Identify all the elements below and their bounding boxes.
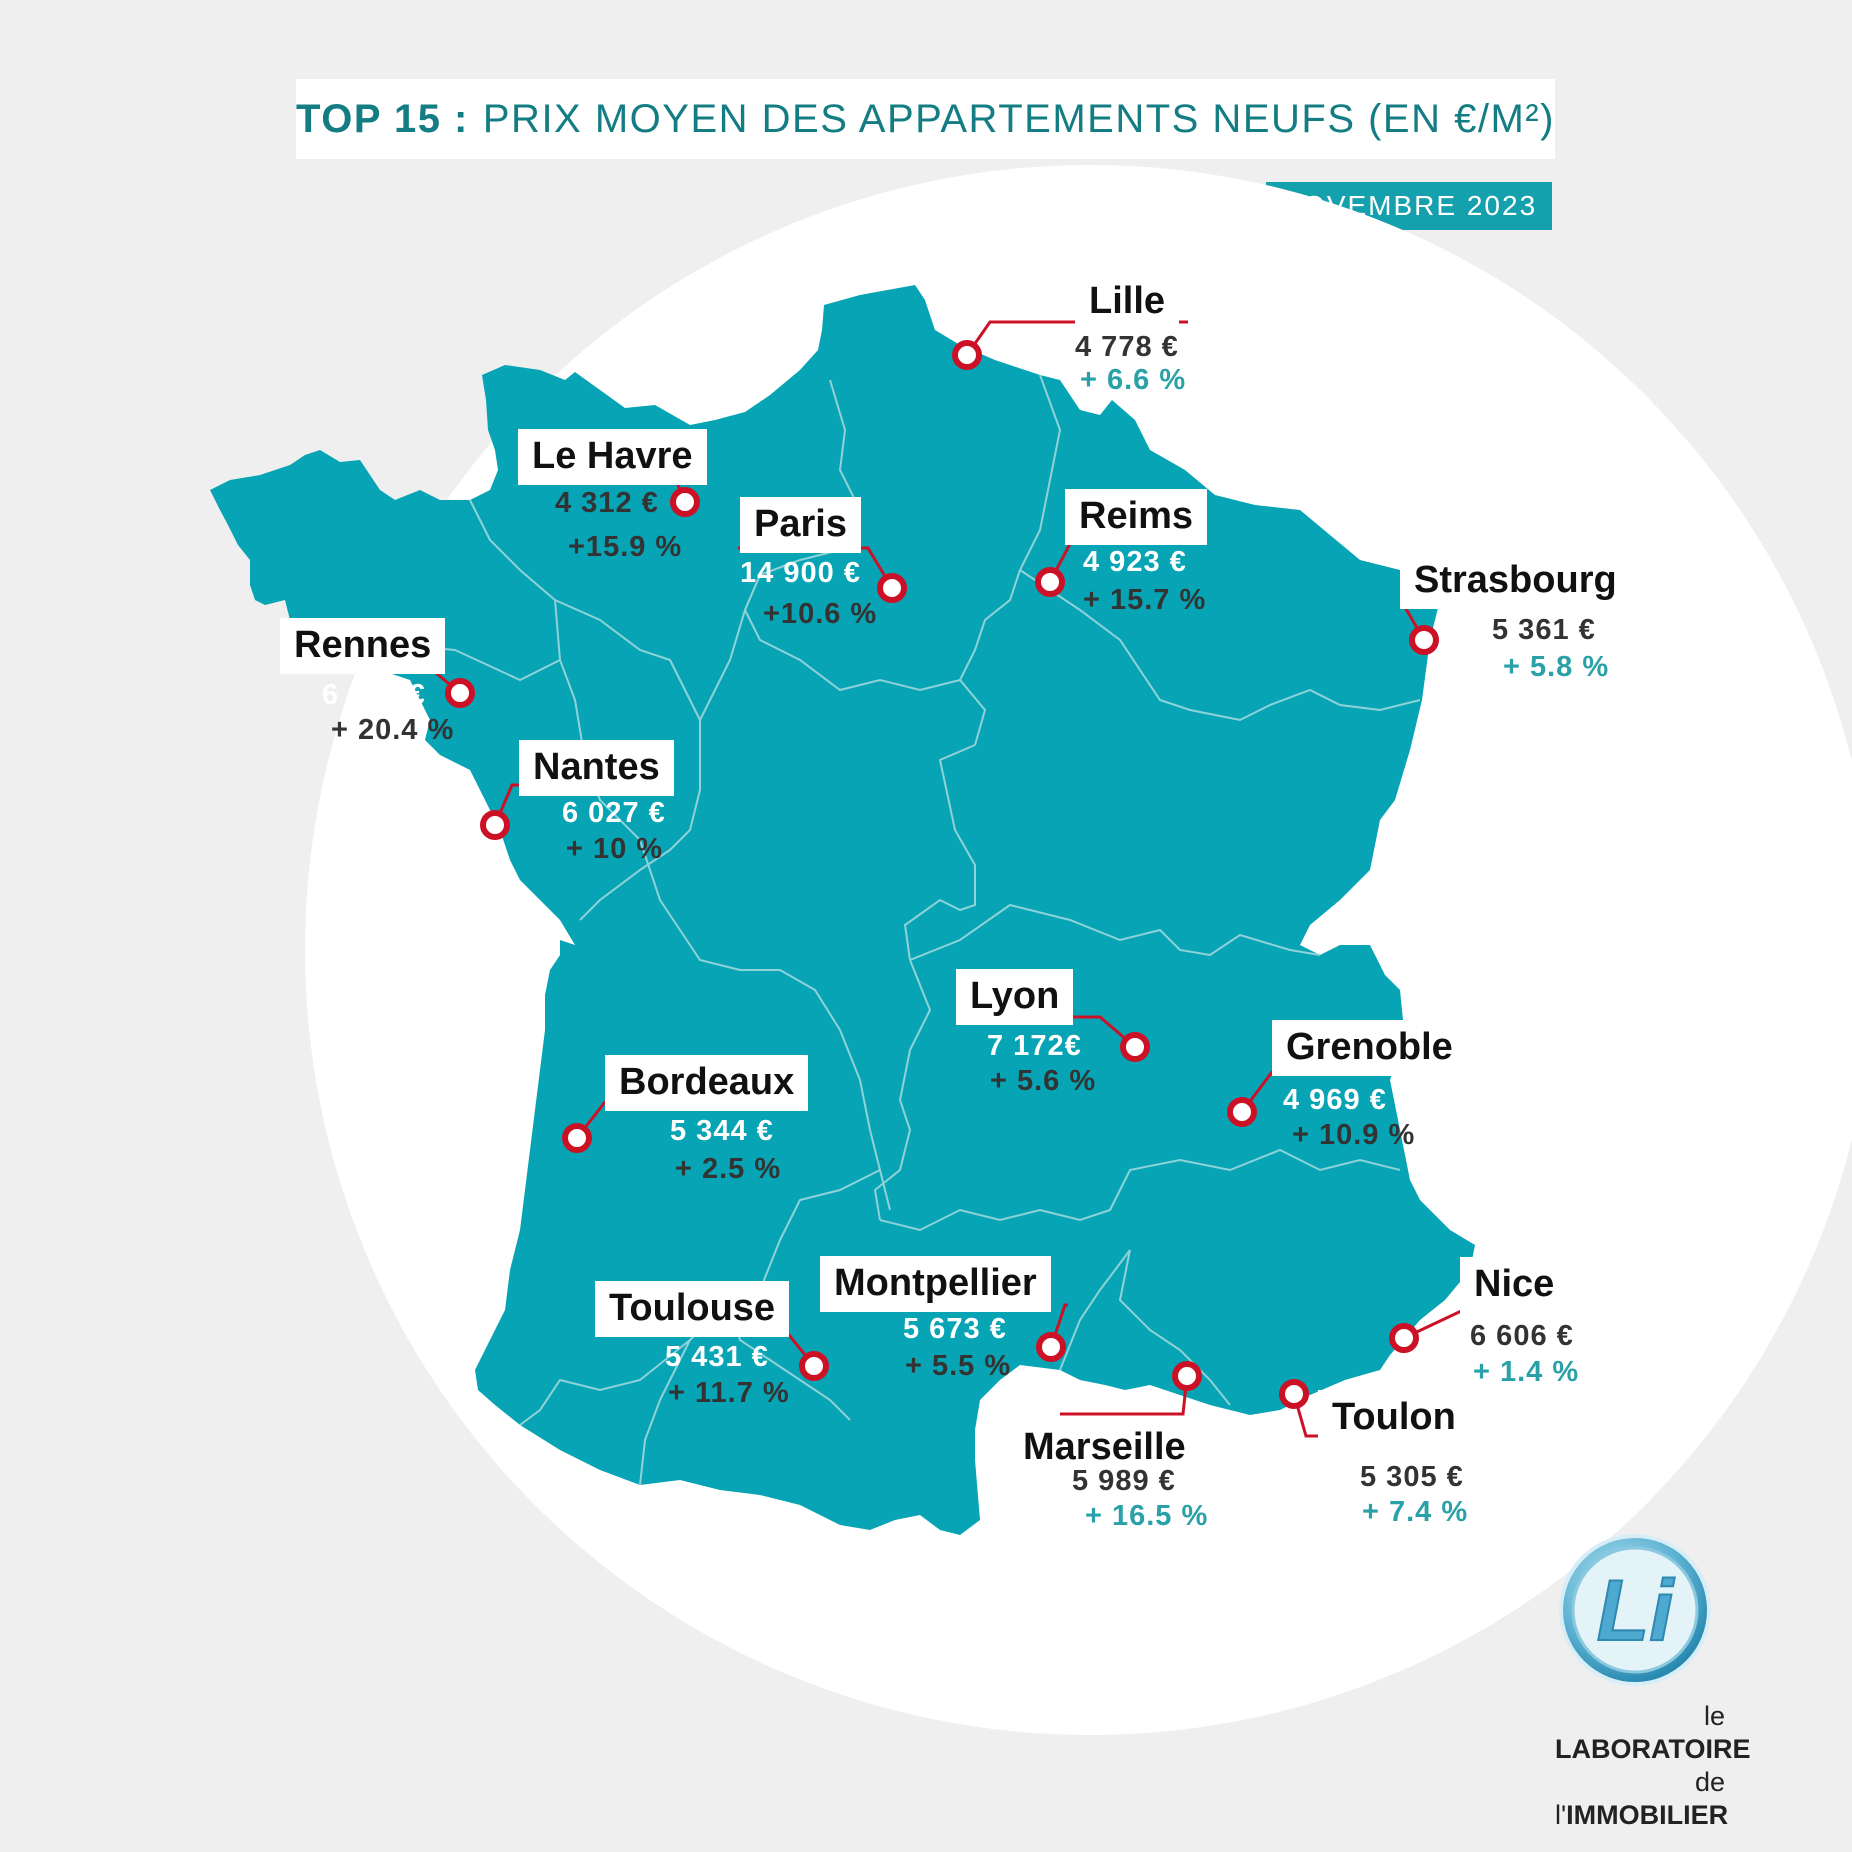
city-price: 5 305 € bbox=[1360, 1461, 1464, 1493]
city-change: + 16.5 % bbox=[1085, 1500, 1209, 1532]
logo-text: le LABORATOIRE de l'IMMOBILIER bbox=[1555, 1700, 1751, 1832]
location-marker-icon bbox=[1279, 1379, 1309, 1409]
city-price: 5 673 € bbox=[903, 1313, 1007, 1345]
location-marker-icon bbox=[1389, 1323, 1419, 1353]
city-name: Marseille bbox=[1009, 1420, 1200, 1476]
city-change: + 15.7 % bbox=[1083, 584, 1207, 616]
city-change: + 5.8 % bbox=[1503, 651, 1610, 683]
logo-initials: Li bbox=[1597, 1563, 1676, 1659]
city-price: 5 431 € bbox=[665, 1341, 769, 1373]
location-marker-icon bbox=[480, 810, 510, 840]
location-marker-icon bbox=[952, 340, 982, 370]
city-change: + 6.6 % bbox=[1080, 364, 1187, 396]
city-change: + 10 % bbox=[566, 833, 664, 865]
city-name: Le Havre bbox=[518, 429, 707, 485]
logo-line2-bold: IMMOBILIER bbox=[1566, 1800, 1729, 1830]
location-marker-icon bbox=[1227, 1097, 1257, 1127]
city-name: Lyon bbox=[956, 969, 1074, 1025]
city-change: + 5.5 % bbox=[905, 1350, 1012, 1382]
city-name: Nice bbox=[1460, 1257, 1569, 1313]
logo-line1-prefix: le bbox=[1703, 1701, 1725, 1731]
logo-line2-prefix: de l' bbox=[1555, 1767, 1725, 1830]
city-name: Nantes bbox=[519, 740, 674, 796]
location-marker-icon bbox=[1409, 625, 1439, 655]
city-price: 6 606 € bbox=[1470, 1320, 1574, 1352]
city-change: +10.6 % bbox=[763, 598, 878, 630]
city-price: 14 900 € bbox=[740, 557, 861, 589]
city-price: 4 969 € bbox=[1283, 1084, 1387, 1116]
city-change: + 10.9 % bbox=[1292, 1119, 1416, 1151]
location-marker-icon bbox=[562, 1123, 592, 1153]
city-name: Rennes bbox=[280, 618, 446, 674]
title-bold: TOP 15 : bbox=[296, 96, 469, 141]
location-marker-icon bbox=[1035, 567, 1065, 597]
title-text: PRIX MOYEN DES APPARTEMENTS NEUFS (EN €/… bbox=[482, 96, 1555, 141]
city-name: Montpellier bbox=[820, 1256, 1051, 1312]
city-name: Paris bbox=[740, 497, 861, 553]
city-price: 4 312 € bbox=[555, 487, 659, 519]
city-name: Grenoble bbox=[1272, 1020, 1467, 1076]
page-title: TOP 15 : PRIX MOYEN DES APPARTEMENTS NEU… bbox=[296, 79, 1555, 159]
location-marker-icon bbox=[445, 678, 475, 708]
location-marker-icon bbox=[670, 487, 700, 517]
location-marker-icon bbox=[877, 573, 907, 603]
city-price: 6 377 € bbox=[322, 679, 426, 711]
city-name: Bordeaux bbox=[605, 1055, 809, 1111]
city-change: + 5.6 % bbox=[990, 1065, 1097, 1097]
city-change: +15.9 % bbox=[568, 531, 683, 563]
city-change: + 11.7 % bbox=[668, 1377, 790, 1409]
city-price: 4 778 € bbox=[1075, 331, 1179, 363]
city-change: + 1.4 % bbox=[1473, 1356, 1580, 1388]
city-price: 4 923 € bbox=[1083, 546, 1187, 578]
city-change: + 20.4 % bbox=[331, 714, 455, 746]
city-name: Strasbourg bbox=[1400, 553, 1631, 609]
city-change: + 7.4 % bbox=[1362, 1496, 1469, 1528]
logo-line1-bold: LABORATOIRE bbox=[1555, 1734, 1751, 1764]
city-name: Lille bbox=[1075, 274, 1180, 330]
logo-icon: Li bbox=[1559, 1534, 1711, 1686]
location-marker-icon bbox=[1120, 1032, 1150, 1062]
city-name: Reims bbox=[1065, 489, 1208, 545]
city-change: + 2.5 % bbox=[675, 1153, 782, 1185]
city-price: 5 989 € bbox=[1072, 1465, 1176, 1497]
city-price: 5 344 € bbox=[670, 1115, 774, 1147]
location-marker-icon bbox=[1036, 1332, 1066, 1362]
city-name: Toulon bbox=[1318, 1390, 1470, 1446]
region-borders bbox=[289, 374, 1421, 1486]
city-name: Toulouse bbox=[595, 1281, 790, 1337]
city-price: 7 172€ bbox=[987, 1030, 1082, 1062]
city-price: 5 361 € bbox=[1492, 614, 1596, 646]
location-marker-icon bbox=[799, 1351, 829, 1381]
france-shape bbox=[210, 285, 1475, 1535]
city-price: 6 027 € bbox=[562, 797, 666, 829]
location-marker-icon bbox=[1172, 1361, 1202, 1391]
